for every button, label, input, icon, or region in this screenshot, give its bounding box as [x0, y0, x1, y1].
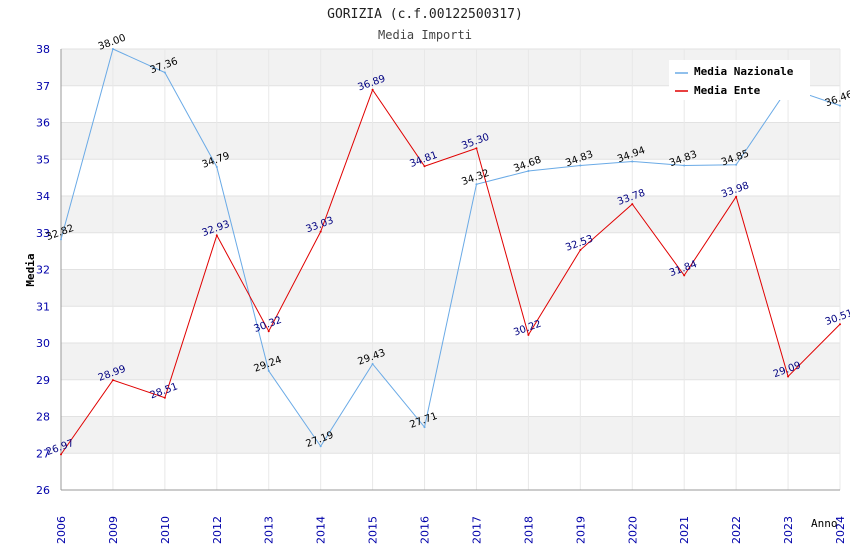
series-line-media-nazionale: [60, 48, 841, 448]
data-point: [319, 230, 322, 233]
data-point: [111, 379, 114, 382]
band-27: [61, 416, 840, 454]
data-point: [60, 453, 62, 456]
data-point: [60, 238, 62, 241]
y-axis-label: Media: [24, 253, 37, 286]
data-point: [839, 104, 841, 107]
x-tick-label: 2023: [782, 516, 795, 544]
legend-label-ente: Media Ente: [694, 84, 761, 97]
y-tick-label: 28: [36, 411, 50, 424]
data-point: [371, 88, 374, 91]
y-tick-label: 34: [36, 190, 50, 203]
x-tick-label: 2020: [626, 516, 639, 544]
data-point: [215, 234, 218, 237]
y-tick-label: 29: [36, 374, 50, 387]
chart-gridlines: [60, 48, 841, 491]
x-tick-label: 2006: [55, 516, 68, 544]
band-29: [61, 343, 840, 380]
data-point: [163, 396, 166, 399]
y-tick-labels: 26 27 28 29 30 31 32 33 34 35 36 37 38: [36, 43, 50, 497]
x-tick-label: 2015: [367, 516, 380, 544]
y-tick-label: 38: [36, 43, 50, 56]
legend-box: [669, 60, 810, 100]
y-tick-label: 33: [36, 227, 50, 240]
data-point: [215, 165, 218, 168]
data-point: [527, 170, 530, 173]
x-tick-label: 2022: [730, 516, 743, 544]
x-tick-label: 2018: [522, 516, 535, 544]
y-tick-label: 35: [36, 153, 50, 166]
data-point: [111, 48, 114, 50]
data-point: [839, 323, 841, 326]
data-point: [371, 362, 374, 365]
series-lines: [60, 48, 841, 456]
data-point: [683, 164, 686, 167]
x-tick-label: 2017: [470, 516, 483, 544]
x-axis-label: Anno: [811, 517, 838, 530]
chart-subtitle: Media Importi: [378, 28, 472, 42]
legend-label-nazionale: Media Nazionale: [694, 65, 794, 78]
data-point: [787, 375, 790, 378]
y-tick-label: 36: [36, 117, 50, 130]
data-point: [423, 165, 426, 168]
data-point: [735, 163, 738, 166]
x-tick-label: 2021: [678, 516, 691, 544]
data-point: [579, 249, 582, 252]
x-tick-label: 2013: [263, 516, 276, 544]
data-point: [267, 369, 270, 372]
data-point: [475, 183, 478, 186]
data-point: [319, 445, 322, 448]
chart-background-bands: [61, 49, 840, 490]
x-tick-label: 2024: [834, 516, 847, 544]
data-point: [163, 71, 166, 74]
data-point: [527, 333, 530, 336]
y-tick-label: 26: [36, 484, 50, 497]
band-30: [61, 306, 840, 343]
x-tick-label: 2010: [159, 516, 172, 544]
x-tick-label: 2014: [315, 516, 328, 544]
band-33: [61, 196, 840, 233]
data-point: [267, 330, 270, 333]
data-point: [683, 274, 686, 277]
chart-title: GORIZIA (c.f.00122500317): [327, 7, 523, 22]
band-28: [61, 379, 840, 417]
band-32: [61, 232, 840, 270]
data-point: [423, 426, 426, 429]
band-35: [61, 122, 840, 160]
x-tick-label: 2012: [211, 516, 224, 544]
legend: Media Nazionale Media Ente: [669, 60, 810, 100]
band-26: [61, 453, 840, 490]
y-tick-label: 31: [36, 300, 50, 313]
data-point: [579, 164, 582, 167]
y-tick-label: 27: [36, 447, 50, 460]
data-point: [631, 203, 634, 206]
band-31: [61, 269, 840, 307]
y-tick-label: 30: [36, 337, 50, 350]
y-tick-label: 32: [36, 264, 50, 277]
x-tick-label: 2019: [574, 516, 587, 544]
data-point: [631, 160, 634, 163]
y-tick-label: 37: [36, 80, 50, 93]
data-point: [475, 147, 478, 150]
x-tick-labels: 2006 2009 2010 2012 2013 2014 2015 2016 2017 2018…: [55, 516, 847, 544]
x-tick-label: 2009: [107, 516, 120, 544]
series-line-media-ente: [60, 88, 841, 455]
x-tick-label: 2016: [419, 516, 432, 544]
data-point: [735, 195, 738, 198]
